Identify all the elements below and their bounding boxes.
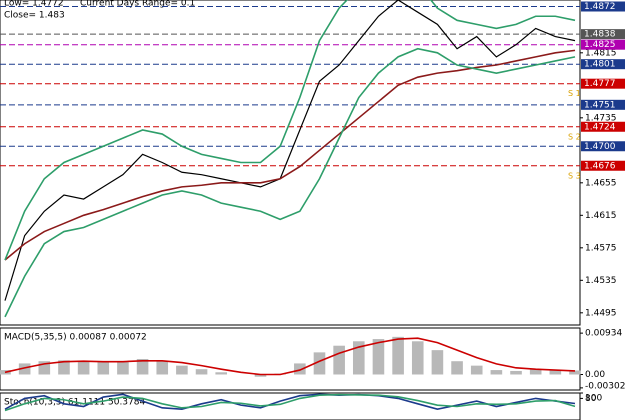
histogram-bar (117, 361, 129, 375)
y-tick-label: 1.4535 (585, 276, 617, 286)
histogram-bar (431, 350, 444, 375)
info-label: Low= 1.4772 (4, 0, 64, 9)
level-badge (581, 39, 625, 50)
level-badge (581, 29, 625, 40)
level-label: 1.4724 (584, 122, 616, 132)
histogram-bar (451, 361, 463, 375)
level-annotation: S 1 (568, 89, 581, 98)
level-badge (581, 78, 625, 89)
y-tick-label: 1.4615 (585, 211, 617, 221)
histogram-bar (569, 370, 581, 375)
histogram-bar (254, 374, 267, 377)
info-label: Current Days Range= 0.1 (80, 0, 195, 9)
y-tick-label: 0.00934 (585, 329, 622, 339)
level-badge (581, 160, 625, 171)
y-tick-label: 1.4575 (585, 243, 617, 253)
y-tick-label: 1.4815 (585, 48, 617, 58)
series-line (4, 337, 576, 376)
panel-title: MACD(5,35,5) 0.00087 0.00072 (4, 333, 147, 343)
histogram-bar (510, 370, 522, 375)
histogram-bar (392, 336, 404, 375)
histogram-bar (294, 363, 306, 375)
level-label: 1.4700 (584, 142, 616, 152)
y-tick-label: 0.00 (585, 370, 605, 380)
histogram-bar (529, 369, 542, 375)
histogram-bar (195, 369, 208, 375)
level-annotation: S 2 (568, 132, 581, 141)
histogram-bar (470, 365, 483, 375)
histogram-bar (156, 361, 169, 375)
histogram-bar (411, 341, 424, 375)
info-label: Close= 1.483 (4, 11, 65, 21)
y-tick-label: 1.4495 (585, 308, 617, 318)
histogram-bar (18, 363, 31, 375)
level-badge (581, 1, 625, 12)
level-label: 1.4777 (584, 79, 616, 89)
y-tick-label: 80 (585, 394, 597, 404)
level-badge (581, 99, 625, 110)
level-label: 1.4676 (584, 161, 616, 171)
y-tick-label: -0.00302 (585, 382, 625, 392)
series-line (4, 393, 576, 412)
histogram-bar (215, 372, 228, 375)
level-badge (581, 141, 625, 152)
histogram-bar (372, 339, 385, 375)
histogram-bar (352, 341, 365, 375)
histogram-bar (38, 361, 51, 375)
histogram-bar (77, 361, 90, 375)
histogram-bar (333, 345, 345, 375)
series-line (4, 393, 576, 411)
level-annotation: S 3 (568, 171, 581, 180)
series-line (4, 0, 576, 301)
histogram-bar (313, 352, 326, 375)
level-label: 1.4751 (584, 100, 616, 110)
y-tick-label: 1.4655 (585, 178, 617, 188)
level-label: 1.4801 (584, 60, 616, 70)
level-badge (581, 59, 625, 70)
series-line (4, 49, 576, 261)
level-label: 1.4838 (584, 30, 616, 40)
y-tick-label: 1.4735 (585, 113, 617, 123)
series-line (4, 0, 576, 261)
level-badge (581, 121, 625, 132)
histogram-bar (176, 365, 188, 375)
histogram-bar (136, 359, 149, 375)
histogram-bar (58, 360, 70, 375)
histogram-bar (549, 370, 562, 375)
y-tick-label: 100 (585, 394, 602, 404)
histogram-bar (490, 370, 503, 375)
level-label: 1.4825 (584, 40, 616, 50)
series-line (4, 47, 576, 318)
level-label: 1.4872 (584, 2, 616, 12)
histogram-bar (97, 362, 110, 375)
